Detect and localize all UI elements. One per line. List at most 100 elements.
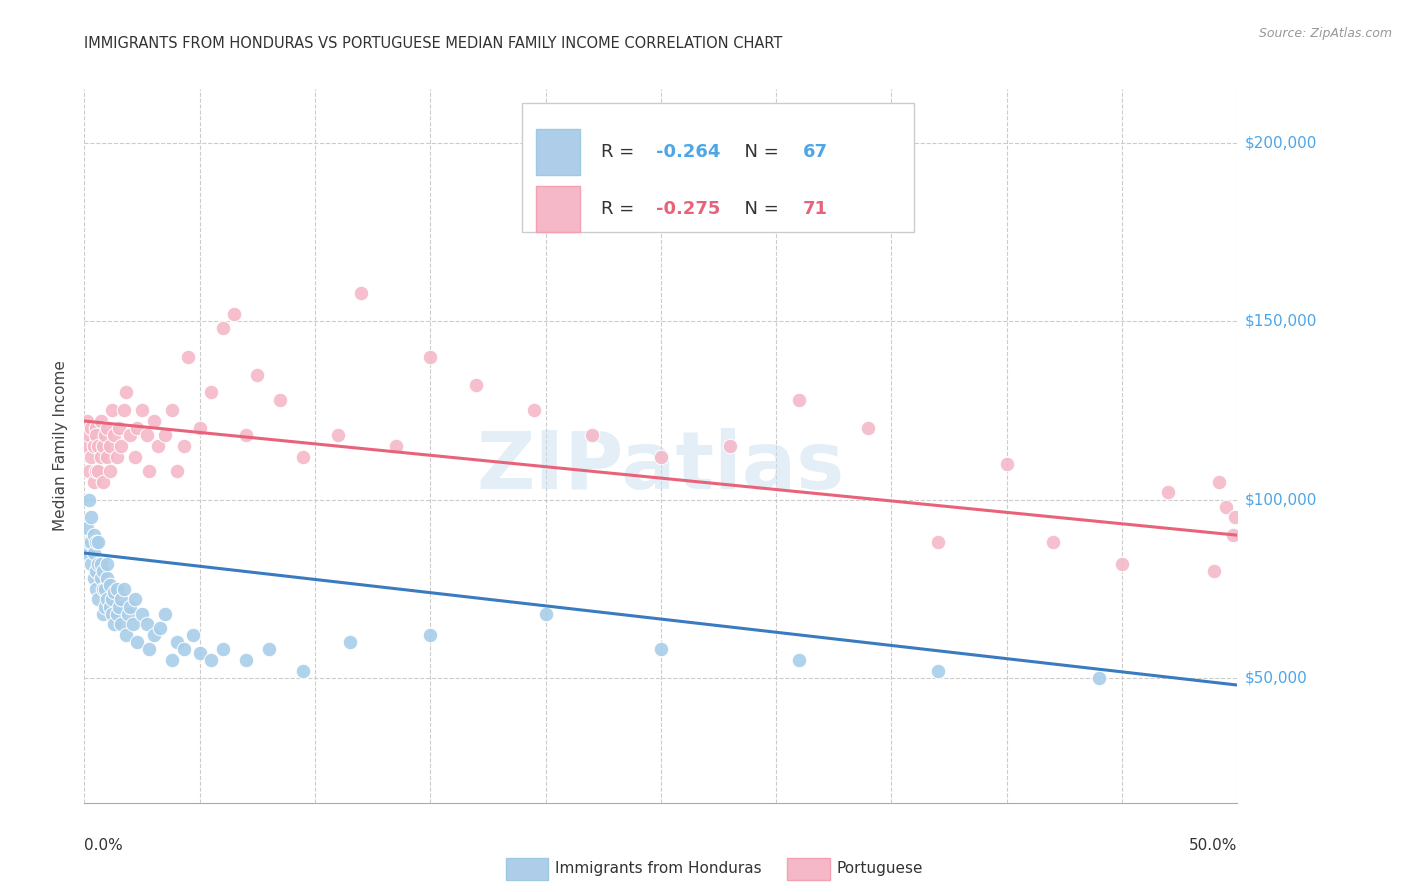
Point — [87, 557, 110, 571]
Point — [94, 428, 117, 442]
Point — [1222, 528, 1244, 542]
Point — [138, 464, 160, 478]
Point — [77, 535, 100, 549]
Point — [211, 642, 233, 657]
Point — [87, 592, 110, 607]
Point — [91, 475, 114, 489]
Point — [77, 464, 100, 478]
Point — [124, 450, 146, 464]
Point — [200, 653, 222, 667]
Point — [200, 385, 222, 400]
Point — [153, 428, 176, 442]
Point — [188, 646, 211, 660]
Point — [292, 450, 315, 464]
Point — [76, 439, 98, 453]
Point — [87, 464, 110, 478]
Point — [89, 414, 111, 428]
Point — [787, 392, 810, 407]
Point — [91, 439, 114, 453]
Point — [101, 607, 124, 621]
Text: 50.0%: 50.0% — [1189, 838, 1237, 854]
Point — [188, 421, 211, 435]
Point — [98, 464, 121, 478]
Point — [292, 664, 315, 678]
Point — [1223, 510, 1246, 524]
Point — [103, 428, 125, 442]
Point — [138, 642, 160, 657]
Text: ZIPatlas: ZIPatlas — [477, 428, 845, 507]
Point — [103, 585, 125, 599]
Point — [177, 350, 200, 364]
Point — [77, 492, 100, 507]
Point — [91, 564, 114, 578]
Point — [160, 653, 183, 667]
Text: $200,000: $200,000 — [1244, 136, 1316, 150]
Point — [160, 403, 183, 417]
Point — [581, 428, 603, 442]
Text: N =: N = — [734, 144, 785, 161]
Text: Immigrants from Honduras: Immigrants from Honduras — [555, 862, 762, 876]
Text: N =: N = — [734, 200, 785, 218]
Point — [166, 464, 188, 478]
Point — [257, 642, 280, 657]
Point — [718, 439, 741, 453]
Point — [135, 428, 157, 442]
Point — [83, 528, 105, 542]
Point — [211, 321, 233, 335]
Point — [84, 421, 107, 435]
Point — [89, 450, 111, 464]
Point — [124, 592, 146, 607]
Point — [108, 421, 131, 435]
Point — [80, 510, 103, 524]
Point — [117, 607, 139, 621]
Text: 67: 67 — [803, 144, 828, 161]
Point — [419, 628, 441, 642]
Point — [181, 628, 204, 642]
Point — [153, 607, 176, 621]
Y-axis label: Median Family Income: Median Family Income — [53, 360, 69, 532]
Point — [103, 617, 125, 632]
Point — [1111, 557, 1133, 571]
Text: 71: 71 — [803, 200, 828, 218]
Point — [96, 557, 118, 571]
Point — [84, 428, 107, 442]
Point — [173, 439, 195, 453]
Point — [89, 571, 111, 585]
Point — [112, 582, 135, 596]
Point — [350, 285, 373, 300]
Text: -0.264: -0.264 — [657, 144, 721, 161]
Text: Portuguese: Portuguese — [837, 862, 924, 876]
Point — [115, 385, 138, 400]
Point — [120, 599, 142, 614]
Point — [91, 582, 114, 596]
Point — [108, 599, 131, 614]
Point — [98, 439, 121, 453]
Point — [96, 571, 118, 585]
Point — [650, 450, 672, 464]
Point — [77, 428, 100, 442]
Point — [1042, 535, 1064, 549]
Point — [326, 428, 349, 442]
FancyBboxPatch shape — [523, 103, 914, 232]
Point — [149, 621, 172, 635]
Point — [76, 414, 98, 428]
Text: R =: R = — [600, 200, 640, 218]
Point — [650, 642, 672, 657]
Point — [110, 592, 132, 607]
Point — [235, 653, 257, 667]
Point — [105, 582, 128, 596]
Point — [858, 421, 880, 435]
Point — [787, 653, 810, 667]
Point — [246, 368, 269, 382]
Point — [224, 307, 246, 321]
Point — [339, 635, 361, 649]
Point — [110, 439, 132, 453]
Text: $150,000: $150,000 — [1244, 314, 1316, 328]
Point — [135, 617, 157, 632]
Point — [76, 521, 98, 535]
Point — [269, 392, 291, 407]
Text: Source: ZipAtlas.com: Source: ZipAtlas.com — [1258, 27, 1392, 40]
Point — [1088, 671, 1111, 685]
Point — [96, 592, 118, 607]
Point — [115, 628, 138, 642]
